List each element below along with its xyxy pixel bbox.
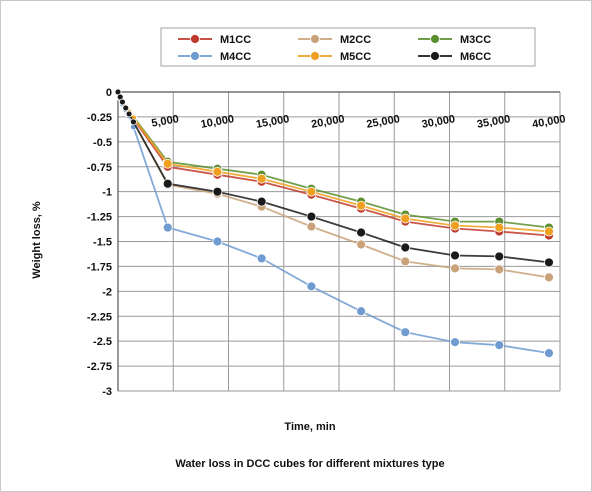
x-tick-label: 15,000: [255, 113, 290, 131]
point-m4cc: [212, 236, 223, 247]
point-m4cc: [494, 340, 505, 351]
y-tick-label: -2.5: [93, 336, 112, 348]
legend-marker-m1cc: [190, 34, 200, 44]
legend-marker-m5cc: [310, 51, 320, 61]
legend-label-m2cc: M2CC: [340, 34, 371, 46]
point-m4cc: [306, 281, 317, 292]
chart-caption: Water loss in DCC cubes for different mi…: [175, 458, 444, 470]
point-m6cc: [122, 104, 130, 112]
series-line-m5cc: [117, 91, 550, 233]
x-tick-label: 10,000: [200, 113, 235, 131]
legend-item-m4cc: M4CC: [178, 51, 251, 63]
x-axis-title: Time, min: [284, 421, 335, 433]
point-m6cc: [212, 186, 223, 197]
y-tick-label: -2: [102, 286, 112, 298]
legend-label-m6cc: M6CC: [460, 51, 491, 63]
point-m2cc: [306, 221, 317, 232]
point-m4cc: [256, 253, 267, 264]
legend-item-m5cc: M5CC: [298, 51, 371, 63]
legend-box: [160, 27, 536, 67]
point-m2cc: [356, 239, 367, 250]
y-tick-label: -2.25: [87, 311, 112, 323]
point-m6cc: [130, 118, 137, 126]
legend-item-m6cc: M6CC: [418, 51, 491, 63]
y-tick-label: -1: [102, 187, 112, 199]
y-tick-label: -1.5: [93, 237, 112, 249]
legend-item-m3cc: M3CC: [418, 34, 491, 46]
point-m2cc: [450, 263, 460, 274]
legend-marker-m2cc: [310, 34, 320, 44]
point-m6cc: [400, 242, 411, 253]
point-m6cc: [162, 178, 173, 189]
series-m5cc: [114, 88, 554, 237]
legend-label-m3cc: M3CC: [460, 34, 491, 46]
y-tick-label: -1.25: [87, 212, 112, 224]
point-m4cc: [356, 306, 367, 317]
y-tick-label: -0.25: [87, 112, 112, 124]
series-m3cc: [114, 88, 554, 233]
legend-label-m1cc: M1CC: [220, 34, 251, 46]
point-m4cc: [162, 222, 173, 233]
point-m5cc: [356, 200, 367, 211]
point-m5cc: [212, 166, 223, 177]
point-m6cc: [256, 196, 267, 207]
legend-item-m2cc: M2CC: [298, 34, 371, 46]
legend-marker-m4cc: [190, 51, 200, 61]
series-m6cc: [114, 88, 554, 268]
y-tick-label: 0: [106, 87, 112, 99]
point-m5cc: [400, 213, 411, 224]
point-m6cc: [306, 211, 317, 222]
series-line-m3cc: [117, 91, 550, 229]
point-m6cc: [544, 257, 554, 268]
point-m5cc: [544, 226, 554, 237]
legend: M1CC M2CC M3CC M4CC M5CC M6CC: [160, 27, 536, 67]
grid: [118, 91, 561, 392]
y-tick-label: -2.75: [87, 361, 112, 373]
point-m6cc: [356, 227, 367, 238]
x-tick-label: 30,000: [421, 113, 456, 131]
point-m2cc: [494, 264, 505, 275]
point-m5cc: [306, 186, 317, 197]
point-m6cc: [494, 251, 505, 262]
x-tick-label: 35,000: [476, 113, 511, 131]
x-tick-label: 20,000: [310, 113, 345, 131]
point-m5cc: [256, 173, 267, 184]
y-tick-label: -0.75: [87, 162, 112, 174]
point-m6cc: [450, 250, 460, 261]
y-tick-label: -3: [102, 386, 112, 398]
x-tick-label: 5,000: [151, 113, 180, 130]
point-m5cc: [450, 220, 460, 231]
legend-marker-m3cc: [430, 34, 440, 44]
legend-label-m5cc: M5CC: [340, 51, 371, 63]
axes: [117, 91, 560, 391]
point-m6cc: [119, 98, 126, 106]
point-m4cc: [544, 348, 554, 359]
y-tick-labels: 0 -0.25 -0.5 -0.75 -1 -1.25 -1.5 -1.75 -2 -2.25 -2…: [87, 87, 112, 398]
point-m4cc: [450, 337, 460, 348]
legend-marker-m6cc: [430, 51, 440, 61]
series-group: [114, 88, 554, 359]
y-tick-label: -1.75: [87, 261, 112, 273]
point-m5cc: [162, 158, 173, 169]
x-tick-label: 25,000: [366, 113, 401, 131]
legend-label-m4cc: M4CC: [220, 51, 251, 63]
point-m5cc: [494, 222, 505, 233]
point-m4cc: [400, 327, 411, 338]
series-line-m4cc: [117, 91, 550, 354]
x-tick-labels: 5,000 10,000 15,000 20,000 25,000 30,000 35,00…: [151, 113, 567, 131]
y-axis-title: Weight loss, %: [31, 201, 43, 279]
x-tick-label: 40,000: [531, 113, 566, 131]
point-m6cc: [125, 110, 133, 118]
point-m2cc: [544, 272, 554, 283]
legend-item-m1cc: M1CC: [178, 34, 251, 46]
y-tick-label: -0.5: [93, 137, 112, 149]
point-m2cc: [400, 256, 411, 267]
